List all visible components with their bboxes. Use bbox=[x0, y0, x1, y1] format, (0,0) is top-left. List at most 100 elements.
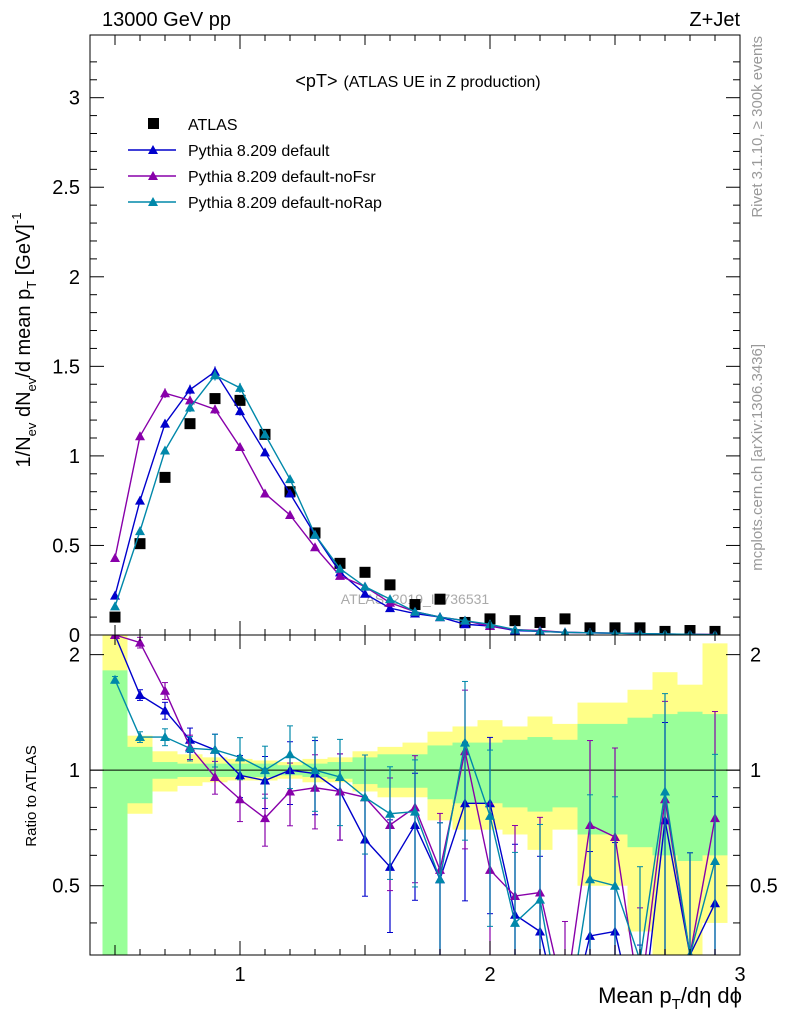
data-point bbox=[235, 441, 245, 451]
ratio-data-point bbox=[460, 737, 470, 747]
ratio-data-point bbox=[235, 752, 245, 762]
data-point-atlas bbox=[534, 616, 546, 628]
ratio-band-inner bbox=[527, 737, 553, 812]
ratio-data-point bbox=[135, 689, 145, 699]
header-left: 13000 GeV pp bbox=[102, 9, 231, 31]
ratio-data-point bbox=[385, 808, 395, 818]
data-point bbox=[260, 488, 270, 498]
data-point bbox=[410, 606, 420, 616]
ratio-band-inner bbox=[127, 746, 153, 804]
data-point-atlas bbox=[559, 613, 571, 625]
ratio-data-point bbox=[360, 792, 370, 802]
data-point-atlas bbox=[584, 622, 596, 634]
y-tick-label: 0.5 bbox=[52, 535, 80, 557]
ratio-data-point bbox=[610, 880, 620, 890]
data-point-atlas bbox=[484, 613, 496, 625]
ratio-data-point bbox=[310, 765, 320, 775]
data-point bbox=[210, 370, 220, 380]
data-point bbox=[185, 395, 195, 405]
x-axis-label: Mean pT/dη dϕ bbox=[598, 983, 742, 1013]
data-point bbox=[135, 495, 145, 505]
y-tick-label: 2 bbox=[69, 267, 80, 289]
legend-label: Pythia 8.209 default-noRap bbox=[188, 195, 382, 212]
data-point bbox=[435, 612, 445, 622]
data-point bbox=[110, 601, 120, 611]
data-point bbox=[385, 603, 395, 613]
ratio-y-axis-label: Ratio to ATLAS bbox=[23, 745, 40, 846]
data-point-atlas bbox=[109, 611, 121, 623]
ratio-y-tick-label: 1 bbox=[69, 760, 80, 782]
chart-title: <pT> (ATLAS UE in Z production) bbox=[295, 71, 540, 91]
data-point bbox=[285, 510, 295, 519]
data-point bbox=[260, 429, 270, 439]
data-point-atlas bbox=[234, 394, 246, 406]
ratio-data-point bbox=[185, 743, 195, 753]
ratio-data-point bbox=[260, 813, 270, 823]
data-point-atlas bbox=[434, 593, 446, 605]
x-tick-label: 2 bbox=[484, 964, 495, 986]
legend-marker-atlas bbox=[148, 118, 159, 129]
x-tick-label: 1 bbox=[234, 964, 245, 986]
y-tick-label: 3 bbox=[69, 88, 80, 110]
data-point-atlas bbox=[409, 599, 421, 611]
legend: ATLAS Pythia 8.209 default Pythia 8.209 de… bbox=[128, 117, 382, 212]
svg-text:1/Nev dNev/d mean pT [GeV]-1: 1/Nev dNev/d mean pT [GeV]-1 bbox=[9, 213, 39, 468]
data-point bbox=[260, 447, 270, 457]
data-point-atlas bbox=[634, 622, 646, 634]
data-point-atlas bbox=[384, 579, 396, 591]
data-point-atlas bbox=[334, 557, 346, 569]
ratio-band-inner bbox=[502, 739, 528, 808]
ratio-data-point bbox=[710, 855, 720, 865]
ratio-data-point bbox=[285, 749, 295, 759]
ratio-data-point bbox=[535, 894, 545, 904]
ratio-data-point bbox=[485, 810, 495, 820]
header-right: Z+Jet bbox=[689, 9, 740, 31]
y-tick-label: 1 bbox=[69, 446, 80, 468]
ratio-y-tick-label-right: 1 bbox=[750, 760, 761, 782]
data-point bbox=[385, 594, 395, 604]
ratio-band-inner bbox=[102, 670, 128, 955]
data-point bbox=[135, 526, 145, 536]
rivet-label: Rivet 3.1.10, ≥ 300k events bbox=[749, 36, 766, 218]
ratio-data-point bbox=[560, 996, 570, 1005]
ratio-y-tick-label: 0.5 bbox=[52, 876, 80, 898]
data-point bbox=[135, 431, 145, 441]
ratio-data-point bbox=[335, 771, 345, 781]
legend-label: Pythia 8.209 default bbox=[188, 143, 330, 160]
data-point bbox=[185, 402, 195, 412]
data-point bbox=[235, 382, 245, 392]
legend-label: ATLAS bbox=[188, 117, 238, 134]
data-point bbox=[285, 488, 295, 498]
data-point bbox=[110, 552, 120, 562]
data-point bbox=[460, 615, 470, 625]
ratio-data-point bbox=[110, 674, 120, 684]
legend-label: Pythia 8.209 default-noFsr bbox=[188, 169, 376, 186]
data-point bbox=[335, 563, 345, 573]
ratio-data-point bbox=[160, 732, 170, 742]
data-point bbox=[360, 588, 370, 598]
ratio-y-tick-label-right: 0.5 bbox=[750, 876, 778, 898]
legend-marker bbox=[148, 171, 158, 180]
ratio-data-point bbox=[435, 874, 445, 884]
legend-marker bbox=[148, 197, 158, 206]
ratio-data-point bbox=[160, 705, 170, 715]
data-point-atlas bbox=[159, 471, 171, 483]
ratio-data-point bbox=[135, 732, 145, 742]
ratio-data-point bbox=[135, 637, 145, 647]
ratio-data-point bbox=[285, 786, 295, 796]
ratio-series bbox=[110, 635, 720, 1005]
data-point bbox=[185, 384, 195, 394]
ratio-data-point bbox=[510, 917, 520, 927]
data-point bbox=[210, 404, 220, 414]
data-point bbox=[160, 418, 170, 428]
data-point bbox=[285, 474, 295, 484]
data-point bbox=[335, 570, 345, 580]
ratio-y-tick-label: 2 bbox=[69, 645, 80, 667]
data-point-atlas bbox=[184, 418, 196, 430]
data-point-atlas bbox=[134, 538, 146, 550]
ratio-data-point bbox=[635, 955, 645, 964]
y-tick-label: 1.5 bbox=[52, 356, 80, 378]
data-point bbox=[235, 406, 245, 416]
mcplots-label: mcplots.cern.ch [arXiv:1306.3436] bbox=[749, 344, 766, 571]
ratio-data-point bbox=[585, 874, 595, 884]
